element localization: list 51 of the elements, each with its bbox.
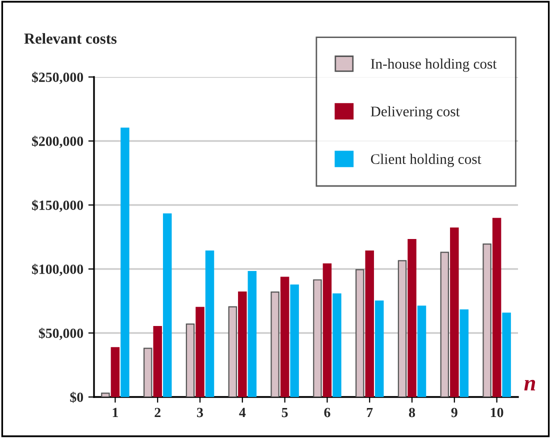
bar (492, 218, 502, 397)
x-tick-label: 8 (408, 408, 416, 418)
bar (408, 239, 416, 397)
bar (196, 306, 204, 397)
x-tick-label: 5 (282, 408, 288, 418)
bar (205, 250, 214, 397)
y-tick-label: $200,000 (32, 136, 84, 148)
bar (110, 347, 120, 397)
bar (270, 291, 280, 397)
y-tick-label: $250,000 (32, 72, 84, 84)
bar (186, 323, 195, 397)
legend-label: Delivering cost (370, 106, 460, 120)
bar (450, 227, 459, 397)
y-tick-label: $50,000 (38, 328, 84, 340)
x-tick-label: 1 (112, 408, 118, 418)
bar (290, 284, 299, 397)
bar (440, 252, 450, 397)
bar (355, 269, 364, 397)
bar (313, 279, 322, 397)
bar (280, 276, 290, 397)
y-tick-label: $100,000 (32, 264, 84, 276)
bar (228, 306, 238, 397)
bar (365, 250, 374, 397)
bar (238, 291, 247, 397)
bar (374, 300, 384, 397)
x-tick-label: 6 (324, 408, 330, 418)
x-tick-label: 4 (239, 408, 246, 418)
legend-label: Client holding cost (370, 154, 482, 168)
bar (417, 306, 426, 397)
legend-label: In-house holding cost (370, 58, 497, 72)
bar (162, 213, 172, 397)
x-tick-label: 3 (197, 408, 203, 418)
bar (101, 392, 110, 397)
bar (322, 263, 332, 397)
bar (248, 271, 257, 397)
bar (502, 312, 511, 397)
chart-title: Relevant costs (24, 33, 117, 44)
bar (120, 128, 130, 397)
bar (143, 348, 152, 397)
x-tick-label: 9 (451, 408, 458, 418)
x-axis-title: n (524, 380, 536, 390)
bar (482, 243, 492, 397)
y-tick-label: $0 (70, 392, 84, 403)
x-tick-label: 2 (154, 408, 160, 418)
bar (153, 326, 162, 397)
bar (460, 309, 469, 397)
bar (398, 260, 407, 397)
y-tick-label: $150,000 (32, 200, 84, 212)
bar (332, 293, 342, 397)
x-tick-label: 7 (366, 408, 373, 418)
x-tick-label: 10 (490, 408, 504, 418)
